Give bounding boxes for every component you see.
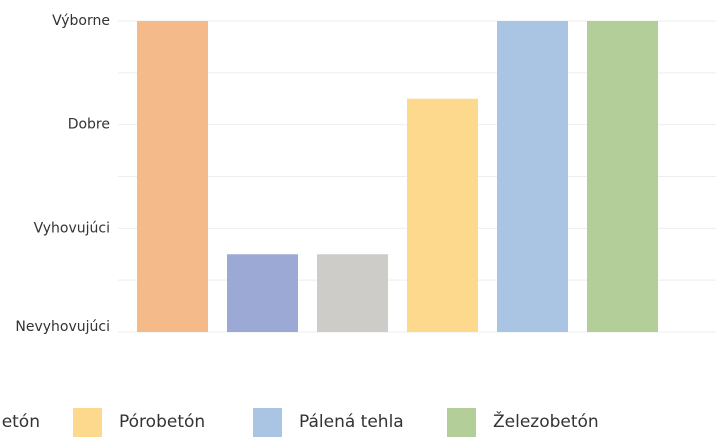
y-tick-label: Výborne (52, 13, 110, 29)
legend-label: Pálená tehla (299, 412, 404, 432)
legend: etón Pórobetón Pálená tehla Železobetón (2, 408, 599, 437)
bar (137, 21, 208, 332)
bar (587, 21, 658, 332)
legend-label: etón (2, 412, 40, 432)
bar (407, 98, 478, 332)
legend-label: Železobetón (493, 410, 599, 432)
legend-label: Pórobetón (119, 412, 205, 432)
y-tick-label: Dobre (68, 117, 110, 133)
bar (317, 254, 388, 332)
legend-swatch (447, 408, 476, 437)
y-axis-tick-labels: Nevyhovujúci Vyhovujúci Dobre Výborne (15, 13, 110, 335)
y-tick-label: Nevyhovujúci (15, 319, 110, 335)
y-tick-label: Vyhovujúci (34, 220, 110, 236)
legend-swatch (253, 408, 282, 437)
bars (137, 21, 658, 332)
bar (227, 254, 298, 332)
bar (497, 21, 568, 332)
legend-swatch (73, 408, 102, 437)
